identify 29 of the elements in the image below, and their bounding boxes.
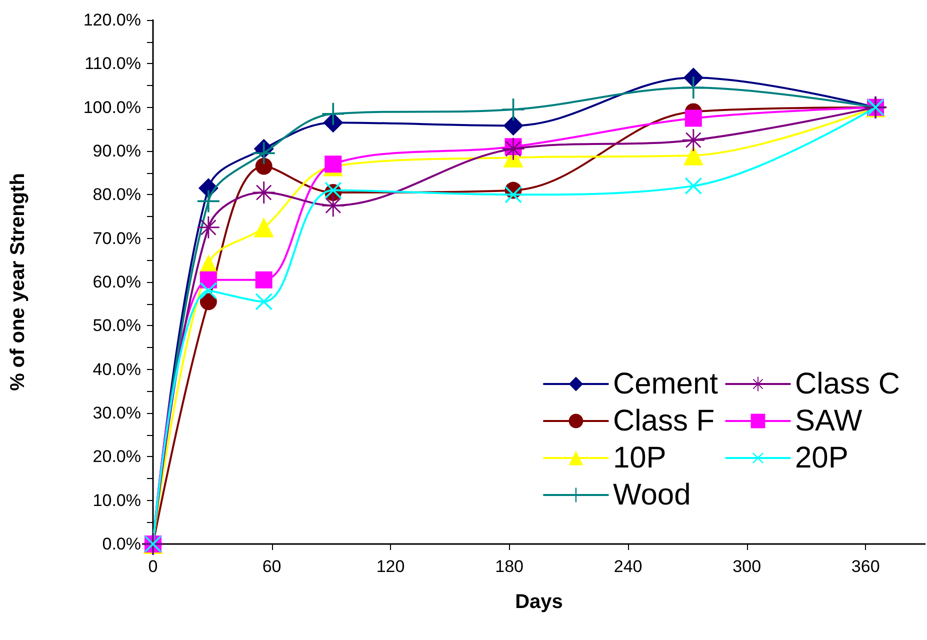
x-tick-label: 0 <box>148 557 158 576</box>
y-tick-label: 40.0% <box>92 360 141 379</box>
y-tick-label: 110.0% <box>84 54 141 74</box>
x-tick-label: 60 <box>262 557 282 576</box>
legend-label: 20P <box>794 442 848 474</box>
x-axis-title: Days <box>515 591 563 613</box>
legend-label: Wood <box>612 478 691 512</box>
x-tick-label: 240 <box>614 557 642 576</box>
y-tick-label: 20.0% <box>92 447 141 466</box>
x-tick-label: 300 <box>732 557 762 576</box>
legend-label: 10P <box>612 442 666 474</box>
y-tick-label: 100.0% <box>83 98 141 117</box>
y-tick-label: 0.0% <box>102 534 141 554</box>
y-tick-label: 120.0% <box>83 10 141 30</box>
x-tick-label: 180 <box>495 557 524 576</box>
legend-label: Class C <box>794 368 900 400</box>
x-tick-label: 120 <box>376 557 405 576</box>
legend-label: SAW <box>794 404 863 438</box>
y-tick-label: 70.0% <box>92 228 141 248</box>
y-tick-label: 90.0% <box>92 142 141 160</box>
y-tick-label: 60.0% <box>92 272 141 292</box>
x-tick-label: 360 <box>851 557 880 576</box>
y-tick-label: 50.0% <box>92 316 141 336</box>
y-tick-label: 80.0% <box>92 185 141 204</box>
legend-label: Cement <box>612 368 719 400</box>
legend-label: Class F <box>612 404 715 438</box>
y-tick-label: 30.0% <box>92 404 141 422</box>
y-tick-label: 10.0% <box>92 490 141 510</box>
y-axis-title: % of one year Strength <box>7 173 29 391</box>
